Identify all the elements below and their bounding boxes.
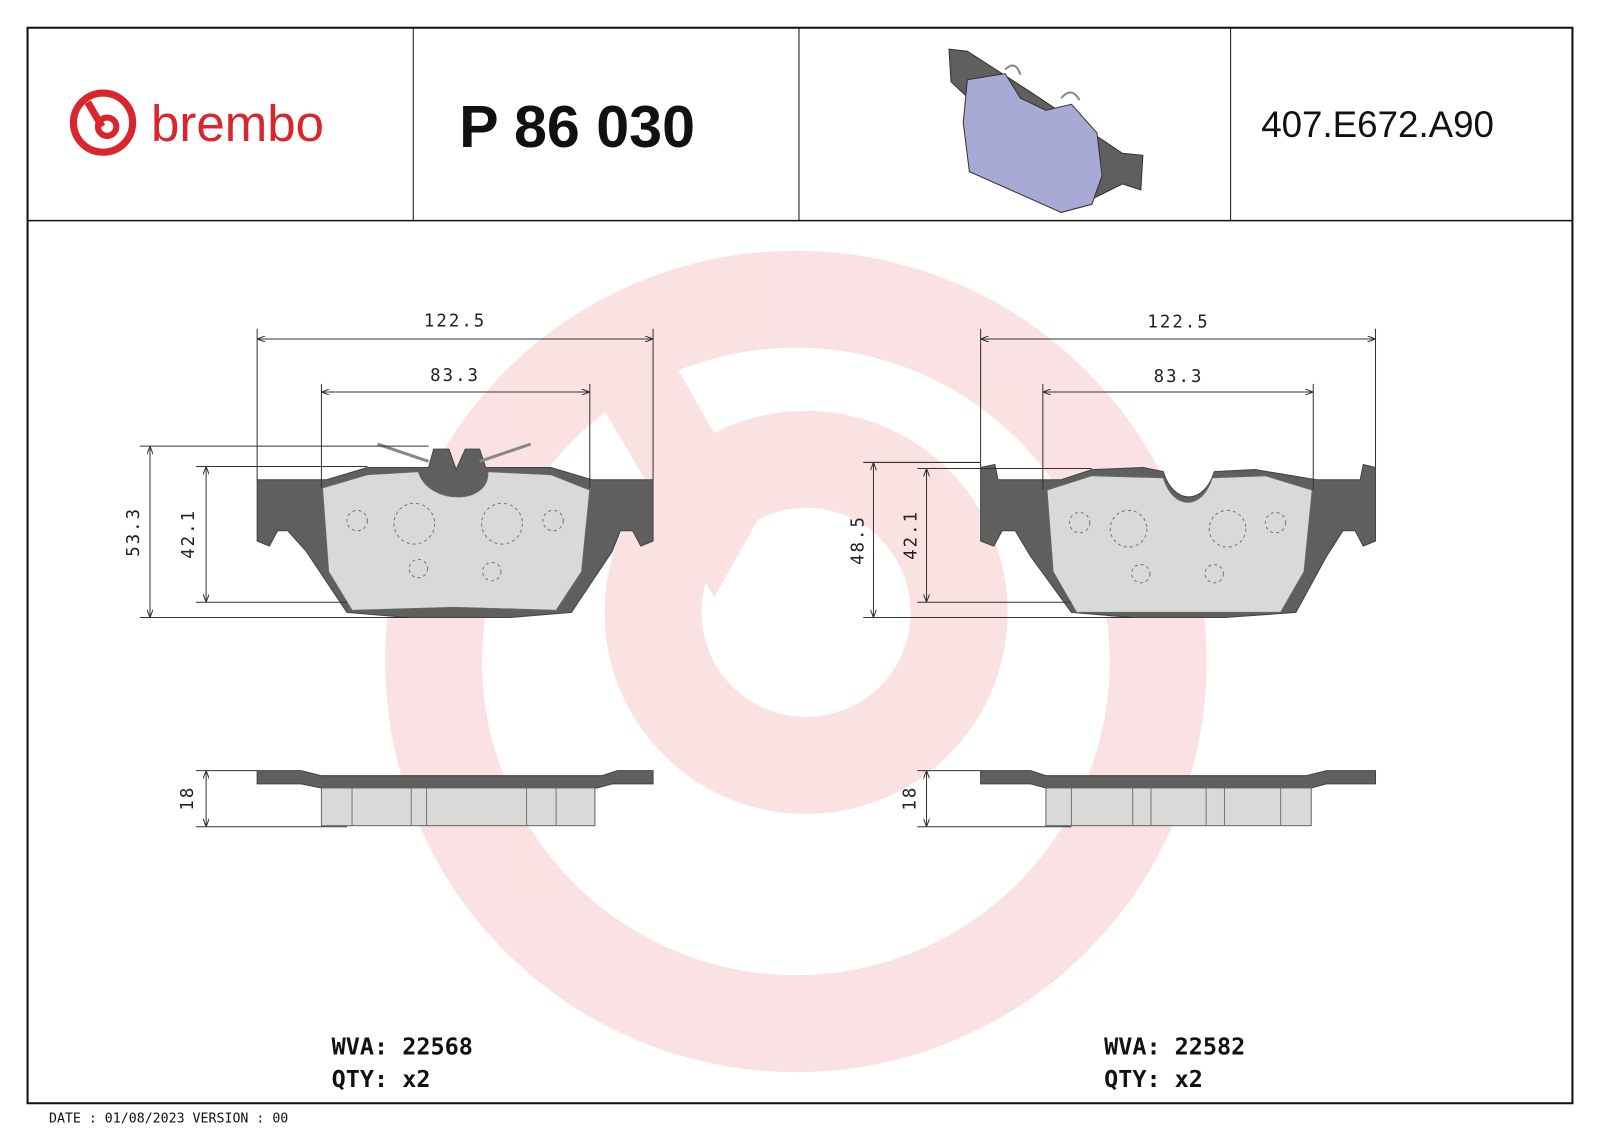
right-height-friction: 42.1 [901,510,921,560]
brembo-logo: brembo [69,89,324,156]
brake-pad-render [948,48,1144,213]
right-thickness: 18 [900,786,920,811]
left-pad-side-view [195,770,654,828]
right-pad-side-view [917,770,1377,828]
left-wva: WVA: 22568 [332,1032,473,1060]
part-number: P 86 030 [459,93,695,160]
left-height-friction: 42.1 [179,509,199,559]
reference-code: 407.E672.A90 [1261,104,1494,145]
right-width-inner: 83.3 [1154,367,1204,387]
sheet-border [26,26,1574,1105]
left-thickness: 18 [178,786,198,811]
right-wva: WVA: 22582 [1104,1032,1245,1060]
brembo-watermark [385,250,1207,1073]
right-qty: QTY: x2 [1104,1065,1203,1093]
left-height-overall: 53.3 [124,507,144,557]
right-pad-front-view [863,328,1377,619]
left-width-overall: 122.5 [424,312,486,332]
right-height-overall: 48.5 [848,515,868,565]
brand-name: brembo [151,95,324,152]
left-pad-front-view [139,328,654,619]
footer-date-version: DATE : 01/08/2023 VERSION : 00 [49,1112,288,1127]
left-qty: QTY: x2 [332,1065,431,1093]
right-width-overall: 122.5 [1147,313,1209,333]
left-width-inner: 83.3 [430,366,480,386]
